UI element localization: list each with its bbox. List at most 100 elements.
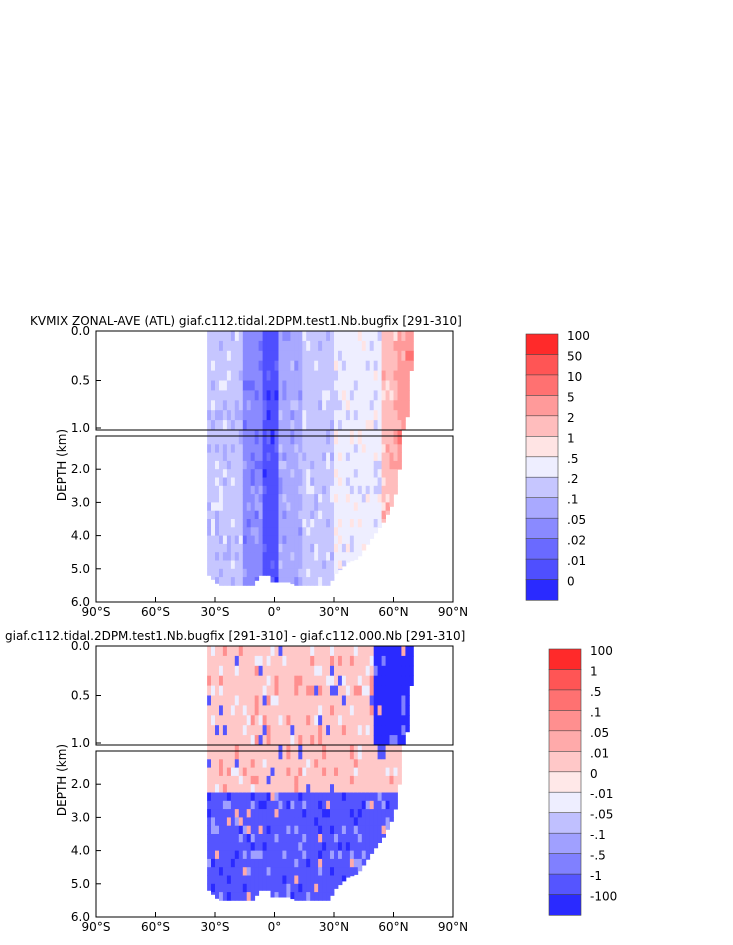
heatmap-cell bbox=[345, 867, 351, 876]
heatmap-cell bbox=[302, 725, 307, 736]
heatmap-cell bbox=[234, 477, 240, 487]
heatmap-cell bbox=[310, 875, 315, 885]
heatmap-cell bbox=[215, 400, 220, 411]
heatmap-cell bbox=[222, 400, 228, 411]
heatmap-cell bbox=[353, 370, 359, 381]
heatmap-cell bbox=[349, 792, 355, 802]
heatmap-cell bbox=[365, 745, 371, 760]
heatmap-cell bbox=[238, 477, 244, 487]
heatmap-cell bbox=[211, 646, 216, 657]
heatmap-cell bbox=[242, 775, 248, 785]
heatmap-cell bbox=[254, 543, 260, 553]
heatmap-cell bbox=[365, 543, 371, 545]
heatmap-cell bbox=[215, 834, 220, 843]
heatmap-cell bbox=[230, 477, 236, 487]
heatmap-cell bbox=[207, 715, 212, 726]
heatmap-cell bbox=[274, 867, 279, 876]
heatmap-cell bbox=[349, 390, 355, 401]
heatmap-cell bbox=[302, 685, 307, 696]
heatmap-cell bbox=[219, 519, 224, 528]
heatmap-cell bbox=[270, 883, 275, 893]
heatmap-cell bbox=[286, 331, 291, 342]
heatmap-cell bbox=[226, 485, 232, 495]
heatmap-cell bbox=[334, 842, 339, 851]
heatmap-cell bbox=[365, 477, 371, 487]
heatmap-cell bbox=[302, 452, 307, 462]
heatmap-cell bbox=[298, 715, 303, 726]
heatmap-cell bbox=[258, 360, 263, 371]
heatmap-cell bbox=[219, 695, 224, 706]
heatmap-cell bbox=[234, 552, 240, 561]
heatmap-cell bbox=[226, 792, 232, 802]
heatmap-cell bbox=[211, 469, 216, 478]
heatmap-cell bbox=[207, 502, 212, 512]
heatmap-cell bbox=[381, 745, 386, 760]
heatmap-cell bbox=[377, 340, 382, 352]
heatmap-cell bbox=[357, 350, 363, 362]
heatmap-cell bbox=[334, 350, 339, 362]
heatmap-cell bbox=[310, 858, 315, 868]
heatmap-cell bbox=[302, 675, 307, 686]
heatmap-cell bbox=[377, 331, 382, 342]
heatmap-cell bbox=[365, 685, 371, 696]
heatmap-cell bbox=[258, 800, 263, 810]
heatmap-cell bbox=[330, 883, 335, 893]
heatmap-cell bbox=[230, 519, 236, 528]
heatmap-cell bbox=[286, 543, 291, 553]
heatmap-cell bbox=[314, 452, 319, 462]
heatmap-cell bbox=[318, 552, 323, 561]
heatmap-cell bbox=[266, 705, 271, 716]
heatmap-cell bbox=[266, 535, 271, 545]
heatmap-cell bbox=[302, 469, 307, 478]
heatmap-cell bbox=[353, 655, 359, 667]
heatmap-cell bbox=[278, 715, 283, 726]
heatmap-cell bbox=[226, 535, 232, 545]
heatmap-cell bbox=[369, 527, 375, 536]
heatmap-cell bbox=[278, 775, 283, 785]
heatmap-cell bbox=[357, 390, 363, 401]
heatmap-cell bbox=[330, 502, 335, 512]
heatmap-cell bbox=[302, 850, 307, 860]
heatmap-cell bbox=[274, 360, 279, 371]
heatmap-cell bbox=[290, 452, 295, 462]
heatmap-cell bbox=[338, 331, 343, 342]
heatmap-cell bbox=[270, 655, 275, 667]
heatmap-cell bbox=[219, 560, 224, 570]
heatmap-cell bbox=[290, 695, 295, 706]
heatmap-cell bbox=[246, 410, 252, 421]
heatmap-cell bbox=[298, 502, 303, 512]
heatmap-cell bbox=[270, 784, 275, 793]
heatmap-cell bbox=[353, 675, 359, 686]
heatmap-cell bbox=[282, 695, 287, 706]
heatmap-cell bbox=[322, 817, 327, 827]
heatmap-cell bbox=[310, 775, 315, 785]
heatmap-cell bbox=[302, 430, 307, 445]
heatmap-cell bbox=[266, 745, 271, 760]
heatmap-cell bbox=[334, 400, 339, 411]
heatmap-cell bbox=[230, 858, 236, 868]
heatmap-cell bbox=[298, 834, 303, 843]
heatmap-cell bbox=[345, 360, 351, 371]
heatmap-cell bbox=[314, 665, 319, 677]
heatmap-cell bbox=[338, 775, 343, 785]
heatmap-cell bbox=[318, 834, 323, 843]
heatmap-cell bbox=[215, 543, 220, 553]
heatmap-cell bbox=[250, 485, 256, 495]
heatmap-cell bbox=[326, 420, 331, 431]
heatmap-cell bbox=[397, 410, 402, 421]
heatmap-cell bbox=[207, 360, 212, 371]
heatmap-cell bbox=[238, 850, 244, 860]
heatmap-cell bbox=[211, 535, 216, 545]
heatmap-cell bbox=[361, 390, 367, 401]
heatmap-cell bbox=[341, 350, 347, 362]
heatmap-cell bbox=[306, 543, 311, 553]
heatmap-cell bbox=[322, 519, 327, 528]
heatmap-cell bbox=[326, 767, 331, 777]
heatmap-cell bbox=[238, 510, 244, 520]
heatmap-cell bbox=[397, 360, 402, 371]
heatmap-cell bbox=[278, 577, 283, 583]
heatmap-cell bbox=[290, 444, 295, 453]
heatmap-cell bbox=[385, 380, 390, 391]
heatmap-cell bbox=[302, 502, 307, 512]
heatmap-cell bbox=[345, 485, 351, 495]
